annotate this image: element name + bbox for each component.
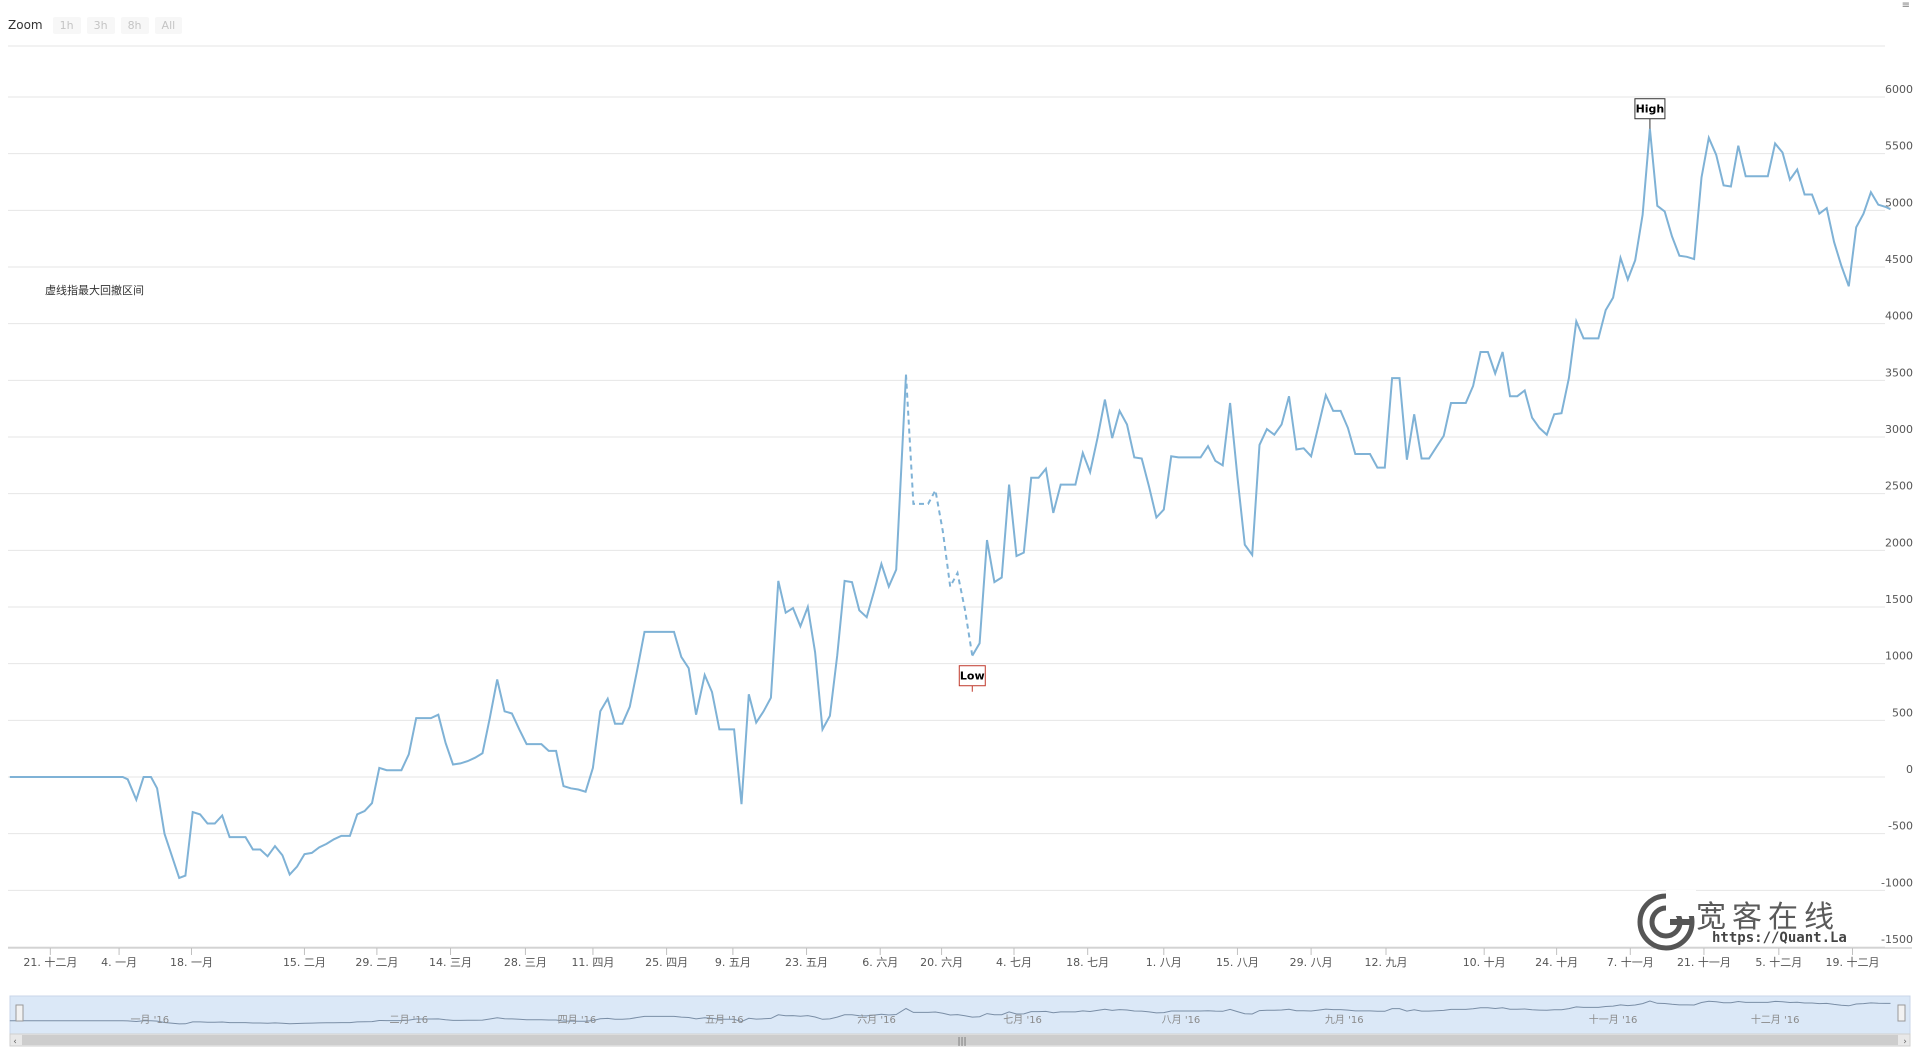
y-tick-label: 5000 [1885, 196, 1913, 209]
navigator-tick-label: 二月 '16 [389, 1014, 428, 1026]
y-tick-label: 5500 [1885, 140, 1913, 153]
scrollbar-thumb[interactable] [22, 1035, 1898, 1045]
x-tick-label: 21. 十二月 [23, 955, 77, 969]
flags: High Low [958, 98, 1666, 692]
flag-label: High [1636, 103, 1665, 116]
x-tick-label: 28. 三月 [504, 956, 547, 969]
x-tick-label: 6. 六月 [862, 956, 898, 969]
zoom-3h-button[interactable]: 3h [86, 16, 115, 34]
x-tick-label: 4. 七月 [996, 956, 1032, 969]
zoom-label: Zoom [8, 18, 43, 32]
x-tick-label: 14. 三月 [429, 956, 472, 969]
series-lines [9, 128, 1891, 880]
y-tick-label: -1500 [1881, 933, 1913, 946]
watermark-logo-icon [1637, 890, 1696, 951]
flag-label: Low [960, 670, 985, 683]
navigator-series [9, 1000, 1891, 1025]
x-tick-label: 19. 十二月 [1825, 955, 1879, 969]
navigator-right-handle[interactable] [1897, 1004, 1906, 1022]
x-tick-label: 20. 六月 [920, 956, 963, 969]
y-tick-label: 3500 [1885, 366, 1913, 379]
x-tick-label: 18. 一月 [170, 956, 213, 969]
y-tick-label: 3000 [1885, 423, 1913, 436]
x-tick-label: 15. 二月 [283, 956, 326, 969]
y-tick-label: 0 [1906, 763, 1913, 776]
x-tick-label: 29. 八月 [1290, 956, 1333, 969]
y-tick-label: 500 [1892, 706, 1913, 719]
drawdown-annotation: 虚线指最大回撤区间 [45, 283, 144, 297]
navigator-tick-label: 四月 '16 [558, 1014, 597, 1026]
y-tick-label: 4000 [1885, 310, 1913, 323]
x-tick-label: 9. 五月 [715, 956, 751, 969]
high-flag: High [1634, 98, 1666, 129]
y-tick-label: -500 [1888, 820, 1913, 833]
y-tick-label: 1500 [1885, 593, 1913, 606]
x-tick-label: 29. 二月 [355, 956, 398, 969]
zoom-1h-button[interactable]: 1h [52, 16, 81, 34]
x-tick-label: 23. 五月 [785, 956, 828, 969]
x-tick-label: 11. 四月 [571, 956, 614, 969]
zoom-toolbar: Zoom 1h 3h 8h All [8, 14, 183, 36]
navigator-labels: 一月 '16 二月 '16 四月 '16 五月 '16 六月 '16 七月 '16 八月 '… [130, 1013, 1799, 1026]
y-tick-label: 6000 [1885, 83, 1913, 96]
x-tick-label: 18. 七月 [1066, 956, 1109, 969]
x-tick-label: 1. 八月 [1146, 956, 1182, 969]
navigator-tick-label: 九月 '16 [1325, 1014, 1364, 1026]
navigator-tick-label: 八月 '16 [1162, 1014, 1201, 1026]
x-tick-label: 12. 九月 [1364, 956, 1407, 969]
watermark: 宽客在线 https://Quant.La [1636, 890, 1896, 960]
scrollbar-grip-icon: ||| [957, 1037, 966, 1047]
scroll-right-arrow-icon[interactable]: › [1903, 1037, 1907, 1047]
grid [8, 45, 1912, 949]
y-axis-ticks: -1500 -1000 -500 0 500 1000 1500 2000 2500 3000 35… [1881, 83, 1913, 946]
y-tick-label: 1000 [1885, 650, 1913, 663]
scroll-left-arrow-icon[interactable]: ‹ [13, 1037, 17, 1047]
x-tick-label: 25. 四月 [645, 956, 688, 969]
navigator-tick-label: 五月 '16 [705, 1014, 744, 1026]
equity-line-segment [9, 374, 907, 880]
navigator-tick-label: 十一月 '16 [1589, 1013, 1638, 1026]
navigator[interactable]: 一月 '16 二月 '16 四月 '16 五月 '16 六月 '16 七月 '16 八月 '… [9, 995, 1911, 1047]
navigator-tick-label: 六月 '16 [857, 1014, 896, 1026]
zoom-all-button[interactable]: All [154, 16, 183, 34]
zoom-8h-button[interactable]: 8h [120, 16, 149, 34]
y-tick-label: 4500 [1885, 253, 1913, 266]
x-tick-label: 10. 十月 [1463, 955, 1506, 969]
low-flag: Low [958, 665, 986, 692]
export-menu-icon[interactable]: ≡ [1901, 0, 1910, 11]
y-tick-label: 2000 [1885, 536, 1913, 549]
x-axis-ticks: 21. 十二月 4. 一月 18. 一月 15. 二月 29. 二月 14. 三月 28. … [23, 948, 1879, 969]
navigator-tick-label: 十二月 '16 [1751, 1013, 1800, 1026]
navigator-tick-label: 一月 '16 [130, 1014, 169, 1026]
navigator-left-handle[interactable] [15, 1004, 24, 1022]
drawdown-dashed-segment [905, 374, 974, 656]
x-tick-label: 24. 十月 [1535, 955, 1578, 969]
watermark-url: https://Quant.La [1712, 930, 1847, 946]
x-tick-label: 4. 一月 [101, 956, 137, 969]
x-tick-label: 5. 十二月 [1755, 955, 1802, 969]
navigator-tick-label: 七月 '16 [1003, 1014, 1042, 1026]
y-tick-label: 2500 [1885, 480, 1913, 493]
watermark-title: 宽客在线 [1696, 900, 1840, 935]
y-tick-label: -1000 [1881, 876, 1913, 889]
x-tick-label: 15. 八月 [1216, 956, 1259, 969]
x-tick-label: 21. 十一月 [1677, 955, 1731, 969]
equity-line-segment [971, 128, 1891, 657]
x-tick-label: 7. 十一月 [1607, 955, 1654, 969]
